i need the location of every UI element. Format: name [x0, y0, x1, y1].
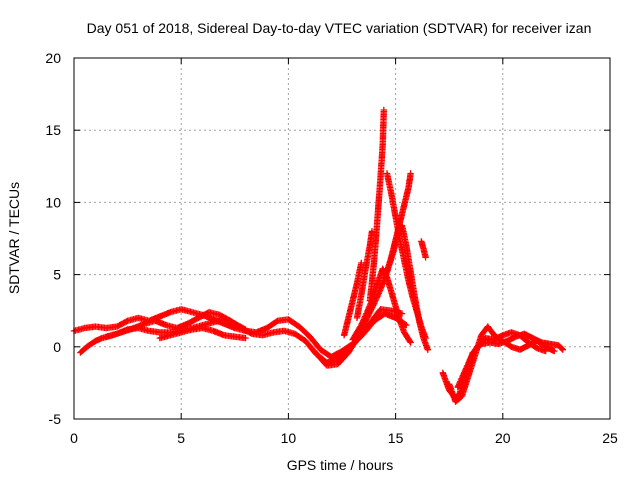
chart-title: Day 051 of 2018, Sidereal Day-to-day VTE… [87, 20, 592, 36]
y-tick-label: 10 [45, 194, 61, 210]
x-tick-label: 20 [495, 430, 511, 446]
series-markers [383, 170, 414, 275]
x-tick-label: 10 [281, 430, 297, 446]
y-tick-label: 20 [45, 50, 61, 66]
series-track-4 [156, 324, 249, 342]
y-tick-label: -5 [49, 411, 62, 427]
series-track-11 [353, 228, 376, 322]
x-tick-label: 15 [388, 430, 404, 446]
series-markers [349, 265, 414, 346]
y-tick-label: 0 [53, 339, 61, 355]
series-markers [418, 238, 429, 261]
series-track-10 [383, 170, 414, 275]
axis-ticks: 0 5 10 15 20 25 -5 0 5 10 15 20 [45, 50, 618, 446]
x-tick-label: 5 [177, 430, 185, 446]
series-markers [353, 228, 376, 322]
series-track-7 [340, 259, 365, 339]
series-markers [156, 324, 249, 342]
series-markers [454, 329, 549, 391]
series-track-8 [366, 106, 387, 304]
x-tick-label: 25 [602, 430, 618, 446]
series-markers [366, 106, 387, 304]
series-track-6 [349, 265, 414, 346]
grid [74, 58, 610, 419]
x-axis-label: GPS time / hours [287, 457, 394, 473]
data-points [70, 106, 566, 405]
x-tick-label: 0 [70, 430, 78, 446]
series-track-12 [418, 238, 429, 261]
series-track-15 [454, 329, 549, 391]
y-tick-label: 5 [53, 267, 61, 283]
plot-frame [73, 57, 611, 420]
y-axis-label: SDTVAR / TECUs [6, 182, 22, 294]
series-markers [340, 259, 365, 339]
y-tick-label: 15 [45, 122, 61, 138]
